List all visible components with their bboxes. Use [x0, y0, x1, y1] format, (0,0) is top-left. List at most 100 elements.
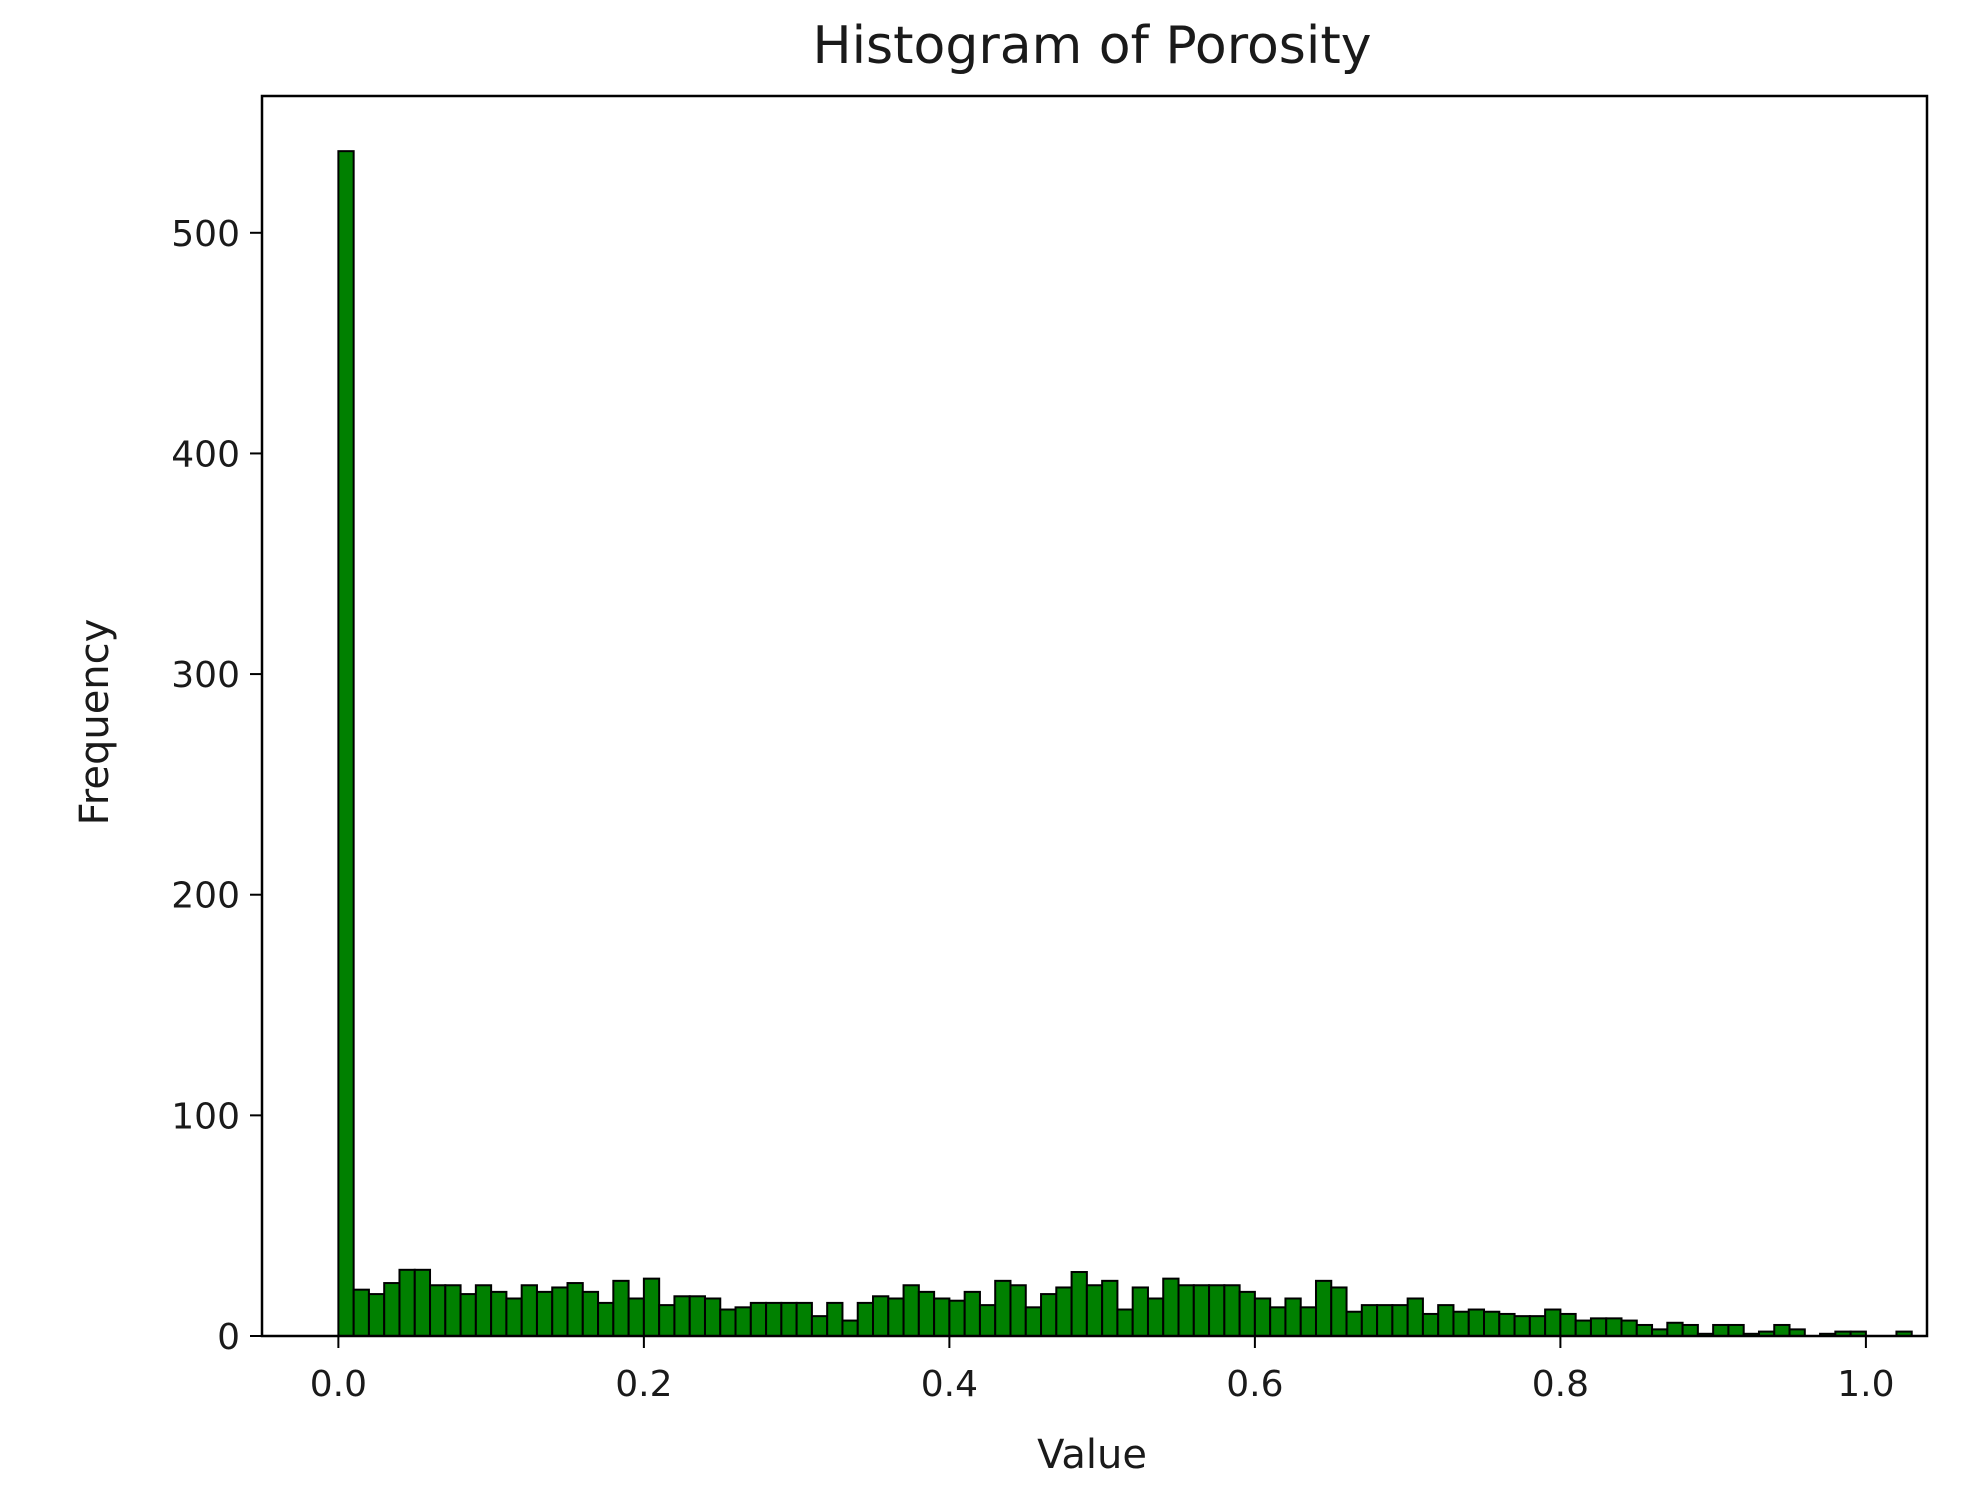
histogram-bar	[581, 1290, 600, 1337]
histogram-bar	[1666, 1321, 1684, 1338]
plot-frame	[260, 94, 1929, 1338]
histogram-bar	[1391, 1304, 1409, 1337]
histogram-bar	[810, 1315, 829, 1338]
histogram-bar	[1452, 1310, 1470, 1337]
histogram-bar	[1773, 1323, 1791, 1337]
x-tick-label: 1.0	[1837, 1364, 1894, 1405]
histogram-bar	[856, 1301, 875, 1338]
histogram-bars	[337, 150, 1913, 1338]
histogram-bar	[1162, 1277, 1180, 1338]
histogram-bar	[1559, 1312, 1577, 1337]
x-axis-label: Value	[1037, 1432, 1147, 1478]
histogram-bar	[1131, 1286, 1149, 1337]
histogram-bar	[719, 1308, 737, 1338]
histogram-bar	[887, 1297, 905, 1337]
histogram-bar	[1177, 1284, 1195, 1337]
histogram-bar	[337, 150, 355, 1337]
histogram-bar	[1192, 1284, 1211, 1337]
histogram-bar	[1513, 1315, 1531, 1338]
histogram-bar	[1330, 1286, 1348, 1337]
histogram-bar	[994, 1279, 1012, 1337]
histogram-bar	[1483, 1310, 1501, 1337]
histogram-bar	[1269, 1306, 1287, 1337]
x-tick-label: 0.0	[310, 1364, 367, 1405]
histogram-bar	[872, 1295, 890, 1338]
histogram-bar	[1437, 1304, 1455, 1337]
histogram-bar	[413, 1268, 432, 1338]
histogram-bar	[1544, 1308, 1562, 1338]
histogram-bar	[826, 1301, 844, 1338]
histogram-bar	[642, 1277, 661, 1338]
histogram-bar	[1528, 1315, 1547, 1338]
histogram-bar	[1421, 1312, 1440, 1337]
chart-title: Histogram of Porosity	[813, 16, 1372, 76]
histogram-bar	[1360, 1304, 1379, 1337]
histogram-bar	[1299, 1306, 1317, 1337]
y-axis-ticks: 0 100 200 300 400 500	[171, 214, 262, 1358]
histogram-bar	[1406, 1297, 1424, 1337]
histogram-bar	[444, 1284, 462, 1337]
y-tick-label: 200	[171, 876, 240, 917]
y-tick-label: 300	[171, 655, 240, 696]
histogram-bar	[688, 1295, 706, 1338]
histogram-bar	[1070, 1271, 1088, 1338]
histogram-bar	[841, 1319, 859, 1338]
histogram-bar	[673, 1295, 691, 1338]
x-tick-label: 0.2	[615, 1364, 672, 1405]
x-axis-ticks: 0.0 0.2 0.4 0.6 0.8 1.0	[310, 1336, 1895, 1405]
histogram-bar	[1009, 1284, 1027, 1337]
histogram-bar	[1101, 1279, 1119, 1337]
histogram-bar	[1635, 1323, 1654, 1337]
histogram-bar	[1467, 1308, 1486, 1338]
histogram-bar	[1620, 1319, 1638, 1338]
histogram-bar	[612, 1279, 630, 1337]
y-tick-label: 400	[171, 434, 240, 475]
histogram-bar	[765, 1301, 783, 1338]
x-tick-label: 0.8	[1532, 1364, 1589, 1405]
y-tick-label: 500	[171, 214, 240, 255]
histogram-bar	[734, 1306, 752, 1337]
histogram-bar	[917, 1290, 936, 1337]
histogram-bar	[627, 1297, 645, 1337]
histogram-bar	[1223, 1284, 1241, 1337]
histogram-bar	[703, 1297, 722, 1337]
histogram-bar	[658, 1304, 676, 1337]
histogram-bar	[505, 1297, 523, 1337]
histogram-bar	[1116, 1308, 1134, 1338]
histogram-bar	[1146, 1297, 1165, 1337]
histogram-bar	[1253, 1297, 1272, 1337]
histogram-bar	[1712, 1323, 1730, 1337]
histogram-bar	[520, 1284, 538, 1337]
x-tick-label: 0.6	[1226, 1364, 1283, 1405]
histogram-bar	[1574, 1319, 1592, 1338]
histogram-bar	[1040, 1293, 1058, 1337]
histogram-bar	[1314, 1279, 1333, 1337]
histogram-bar	[1055, 1286, 1073, 1337]
histogram-bar	[1085, 1284, 1104, 1337]
histogram-bar	[597, 1301, 615, 1338]
y-tick-label: 100	[171, 1096, 240, 1137]
histogram-bar	[383, 1282, 401, 1338]
histogram-bar	[459, 1293, 477, 1337]
x-tick-label: 0.4	[921, 1364, 978, 1405]
histogram-bar	[749, 1301, 768, 1338]
histogram-bar	[1681, 1323, 1699, 1337]
histogram-bar	[535, 1290, 554, 1337]
histogram-bar	[566, 1282, 584, 1338]
y-axis-label: Frequency	[72, 619, 118, 826]
histogram-bar	[551, 1286, 569, 1337]
histogram-bar	[1605, 1317, 1623, 1337]
histogram-bar	[367, 1293, 386, 1337]
histogram-bar	[795, 1301, 813, 1338]
histogram-bar	[398, 1268, 416, 1338]
histogram-bar	[780, 1301, 798, 1338]
histogram-bar	[1024, 1306, 1043, 1337]
histogram-bar	[1284, 1297, 1302, 1337]
histogram-bar	[978, 1304, 997, 1337]
histogram-bar	[352, 1288, 370, 1338]
histogram-bar	[933, 1297, 951, 1337]
histogram-bar	[490, 1290, 508, 1337]
histogram-bar	[1727, 1323, 1745, 1337]
histogram-bar	[963, 1290, 981, 1337]
